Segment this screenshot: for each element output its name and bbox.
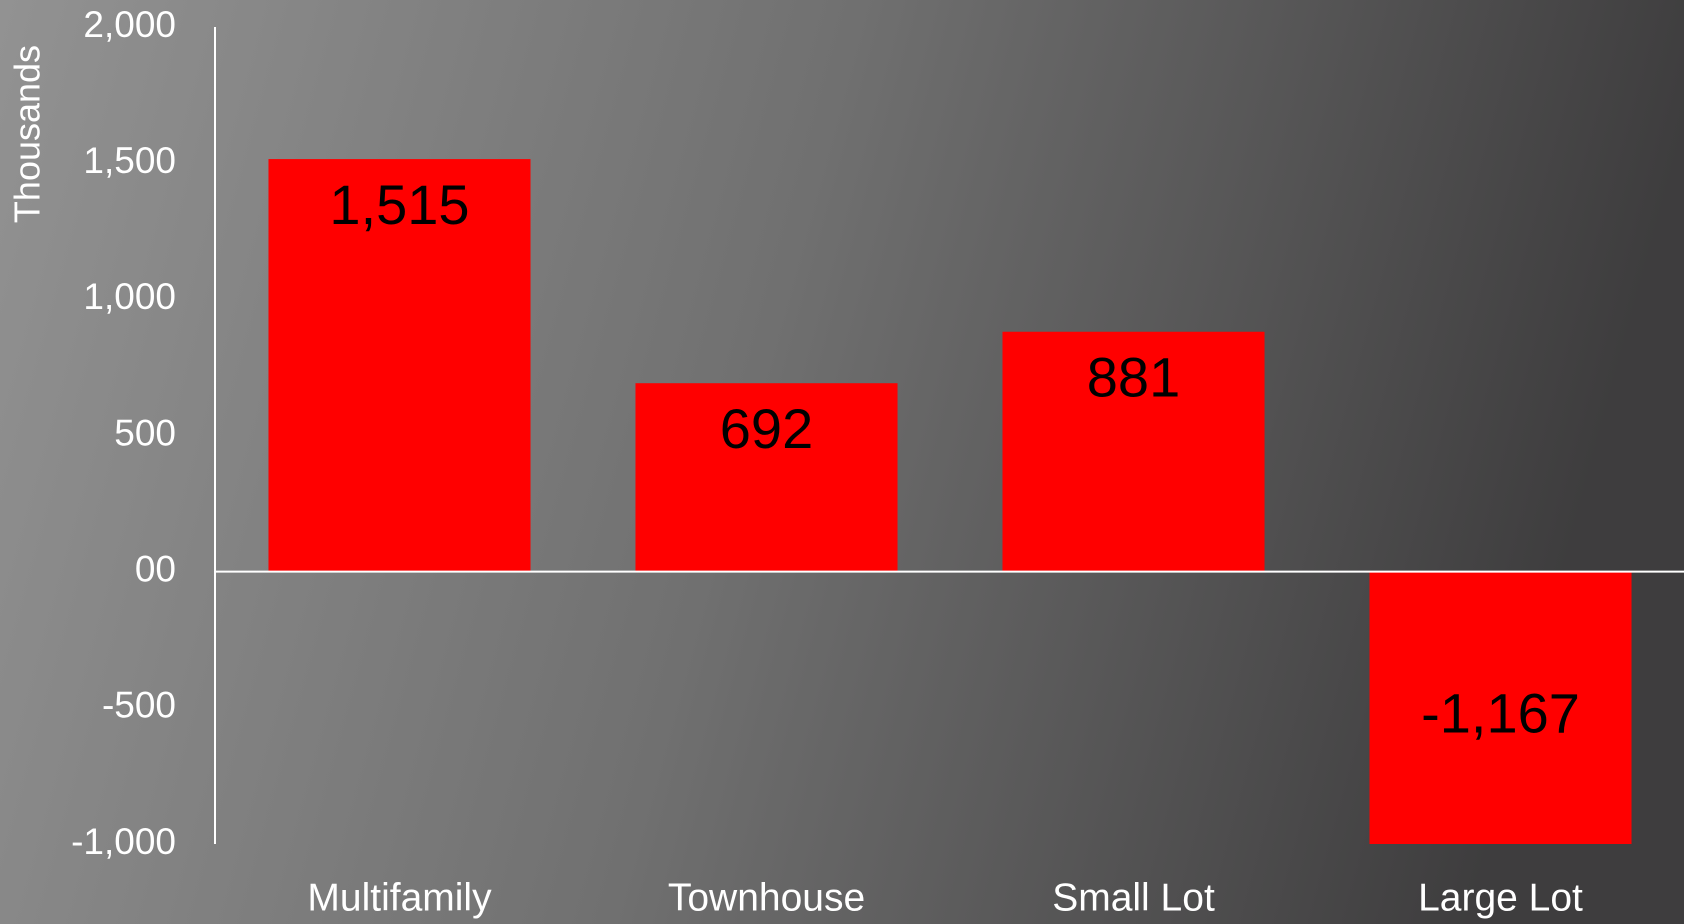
y-tick-label: 1,000 [83, 276, 176, 317]
bar [1002, 331, 1265, 572]
bar [268, 159, 531, 572]
y-tick-label: 2,000 [83, 4, 176, 45]
plot-area [268, 159, 1632, 844]
value-label: 692 [720, 397, 813, 460]
y-tick-label: 500 [114, 412, 176, 453]
y-tick-label: -1,000 [71, 821, 176, 862]
x-tick-label: Multifamily [307, 876, 492, 919]
bar [1369, 571, 1632, 844]
y-tick-label: 00 [135, 548, 176, 589]
value-label: 881 [1087, 346, 1180, 409]
y-tick-label: 1,500 [83, 140, 176, 181]
bar [635, 383, 898, 572]
x-tick-label: Townhouse [668, 876, 865, 919]
y-tick-label: -500 [102, 685, 176, 726]
x-tick-label: Large Lot [1418, 876, 1583, 919]
y-axis-title: Thousands [7, 45, 48, 223]
value-label: -1,167 [1421, 682, 1580, 745]
x-tick-label: Small Lot [1052, 876, 1215, 919]
value-label: 1,515 [329, 173, 469, 236]
